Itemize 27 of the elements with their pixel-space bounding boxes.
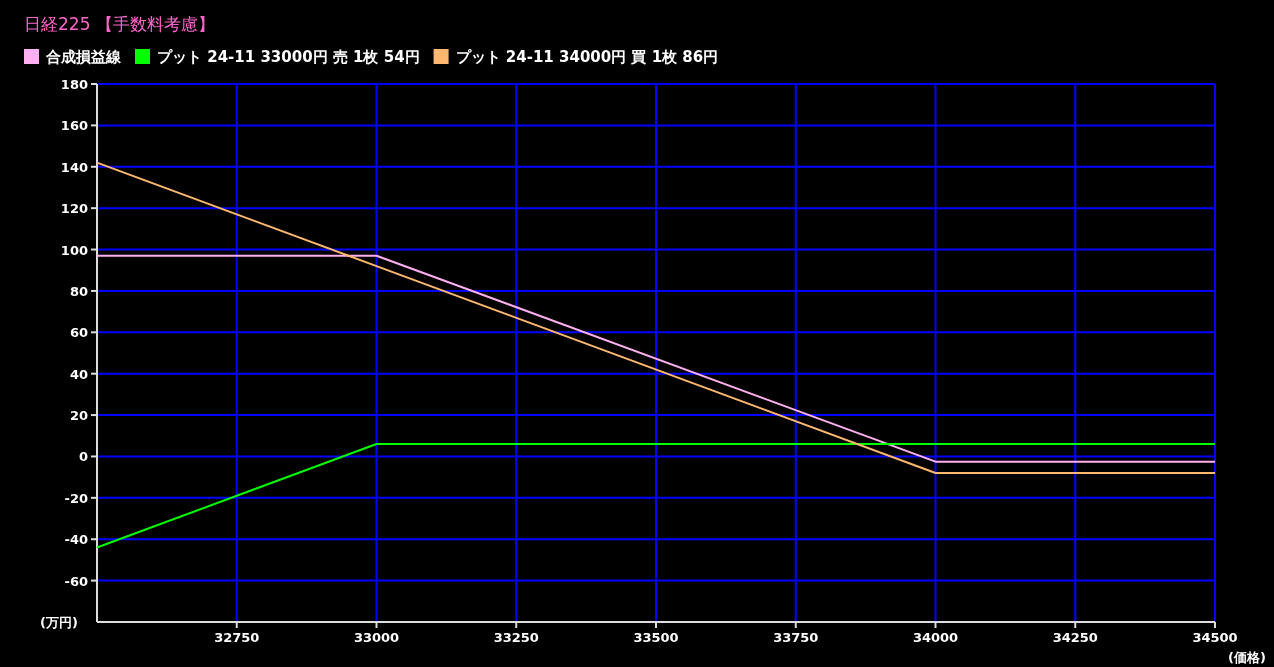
y-tick-label: 100 (60, 242, 88, 258)
y-tick-label: -20 (64, 490, 88, 506)
legend-label: 合成損益線 (45, 48, 122, 66)
x-tick-label: 32750 (214, 630, 260, 645)
x-tick-label: 33750 (773, 630, 819, 645)
y-axis-title: (万円) (40, 615, 78, 630)
y-tick-label: -40 (64, 532, 88, 548)
y-tick-label: 60 (69, 325, 88, 341)
y-tick-label: 80 (69, 283, 88, 299)
y-tick-label: 140 (60, 159, 88, 175)
y-tick-label: 0 (78, 449, 88, 465)
legend-label: プット 24-11 34000円 買 1枚 86円 (455, 48, 719, 66)
x-tick-label: 34000 (912, 630, 959, 645)
y-tick-label: 160 (60, 118, 88, 134)
chart-title: 日経225 【手数料考慮】 (24, 14, 215, 34)
y-tick-label: 40 (69, 366, 88, 382)
x-tick-label: 33250 (493, 630, 539, 645)
x-tick-label: 33000 (353, 630, 400, 645)
y-tick-label: 120 (60, 201, 88, 217)
y-tick-label: 180 (60, 77, 88, 92)
legend-label: プット 24-11 33000円 売 1枚 54円 (157, 48, 420, 66)
y-tick-label: 20 (69, 408, 88, 424)
x-axis-title: (価格) (1228, 650, 1266, 665)
x-tick-label: 34500 (1192, 630, 1238, 645)
x-tick-label: 33500 (633, 630, 679, 645)
y-tick-label: -60 (64, 573, 88, 589)
x-tick-label: 34250 (1052, 630, 1098, 645)
